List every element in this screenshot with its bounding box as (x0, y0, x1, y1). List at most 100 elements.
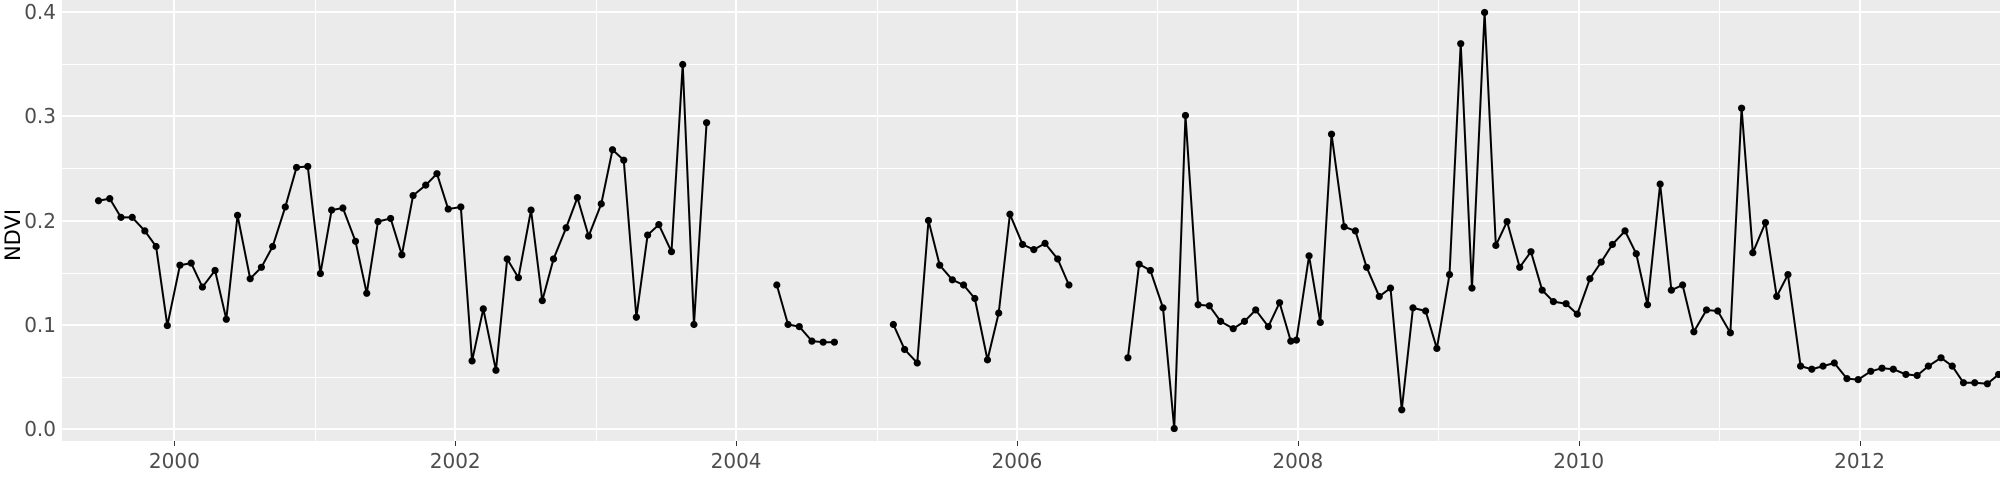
gridline-vertical-major (454, 0, 457, 441)
data-point (1398, 406, 1406, 414)
data-point (1586, 275, 1594, 283)
data-point (1690, 328, 1698, 336)
data-point (94, 197, 103, 205)
data-point (608, 146, 617, 154)
data-point (1983, 380, 1991, 388)
data-point (514, 274, 523, 282)
data-point (830, 338, 838, 346)
data-point (924, 216, 933, 225)
data-point (1170, 424, 1178, 433)
gridline-vertical-major (1015, 0, 1018, 441)
x-tick-mark (455, 441, 457, 446)
plot-panel (62, 0, 2000, 441)
data-point (538, 296, 546, 305)
data-point (1959, 379, 1968, 387)
data-point (1527, 248, 1535, 256)
x-tick-label: 2002 (429, 449, 481, 473)
data-point (1632, 250, 1640, 258)
data-point (1773, 292, 1781, 301)
data-point (1018, 240, 1027, 249)
gridline-vertical-major (1296, 0, 1299, 441)
data-point (106, 195, 114, 203)
data-point (1726, 329, 1734, 337)
y-tick-label: 0.3 (24, 104, 56, 129)
data-point (1867, 367, 1875, 375)
data-point (1065, 281, 1073, 289)
gridline-horizontal-major (62, 115, 2000, 118)
data-point (457, 203, 465, 211)
data-point (1621, 227, 1629, 235)
data-point (1784, 270, 1792, 279)
data-point (901, 345, 909, 354)
data-point (1597, 258, 1605, 266)
data-point (1146, 266, 1154, 275)
data-point (1913, 371, 1921, 380)
gridline-horizontal-minor (62, 272, 2000, 274)
x-tick-mark (174, 441, 176, 446)
data-point (351, 237, 360, 245)
data-point (1971, 379, 1979, 387)
data-point (1902, 370, 1910, 379)
data-point (620, 156, 628, 164)
data-point (632, 313, 640, 321)
data-point (1924, 362, 1932, 370)
x-tick-label: 2004 (710, 449, 762, 473)
y-tick-label: 0.1 (24, 312, 56, 337)
data-point (246, 275, 254, 283)
data-point (1340, 223, 1348, 231)
x-tick-label: 2008 (1272, 449, 1324, 473)
gridline-horizontal-major (62, 427, 2000, 430)
data-point (1656, 180, 1664, 188)
data-point (644, 231, 652, 239)
data-point (1216, 317, 1225, 325)
data-point (1252, 306, 1260, 314)
data-point (1573, 310, 1581, 318)
data-series-layer (94, 8, 2000, 433)
data-point (141, 227, 149, 235)
gridline-vertical-major (173, 0, 176, 441)
data-point (1240, 317, 1249, 325)
data-point (1363, 263, 1371, 271)
data-point (363, 289, 371, 297)
data-point (784, 320, 792, 329)
data-point (1159, 304, 1167, 312)
data-point (1054, 255, 1062, 263)
data-point (679, 60, 687, 69)
data-point (936, 261, 944, 269)
data-point (1878, 364, 1886, 372)
data-point (1275, 299, 1284, 307)
data-point (328, 206, 336, 214)
data-point (1409, 304, 1417, 312)
data-point (398, 251, 406, 259)
data-point (1562, 300, 1570, 308)
series-line (97, 63, 708, 372)
data-point (1937, 354, 1945, 362)
data-point (667, 248, 676, 256)
data-point (959, 281, 968, 289)
data-point (1492, 241, 1500, 250)
data-point (655, 221, 663, 229)
x-tick-label: 2012 (1834, 449, 1886, 473)
x-tick-mark (1578, 441, 1580, 446)
data-point (187, 259, 195, 267)
gridline-horizontal-minor (62, 64, 2000, 66)
gridline-horizontal-major (62, 11, 2000, 14)
data-point (292, 163, 301, 172)
gridline-horizontal-major (62, 323, 2000, 326)
data-point (1761, 218, 1770, 227)
data-point (468, 357, 476, 365)
data-point (773, 281, 781, 289)
data-point (1445, 270, 1454, 279)
data-point (573, 194, 581, 202)
data-point (1433, 344, 1441, 353)
data-point (176, 261, 184, 269)
data-point (1516, 263, 1524, 271)
gridline-vertical-major (1577, 0, 1580, 441)
y-tick-label: 0.4 (24, 0, 56, 25)
data-point (1375, 292, 1383, 301)
data-point (1995, 370, 2000, 379)
data-point (211, 266, 219, 275)
data-point (1830, 359, 1838, 367)
data-point (1327, 130, 1336, 138)
data-point (1667, 286, 1675, 294)
